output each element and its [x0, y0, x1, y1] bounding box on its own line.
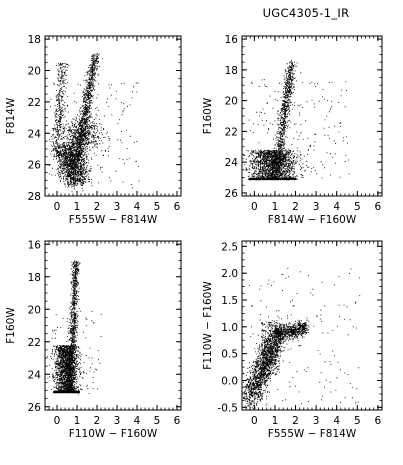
- x-tick-label: 3: [313, 201, 320, 213]
- scatter-points: [242, 267, 361, 410]
- y-tick-label: 2.5: [221, 241, 238, 253]
- y-axis-label: F160W: [202, 97, 214, 134]
- y-tick-label: 1.5: [221, 295, 238, 307]
- y-tick-label: 16: [28, 239, 42, 251]
- y-tick-label: 20: [225, 96, 238, 108]
- x-tick-label: 2: [292, 201, 299, 213]
- chart-panel-3: 0 1 2 3 4 5 6 16 18 20 22 24 26 F110W − F160W F160W: [5, 239, 182, 440]
- x-tick-label: 5: [154, 201, 161, 213]
- y-tick-label: 0.0: [221, 375, 238, 387]
- x-tick-label: 1: [272, 201, 279, 213]
- x-tick-label: 4: [333, 201, 340, 213]
- x-tick-label: 2: [292, 415, 299, 427]
- x-tick-label: 1: [74, 201, 81, 213]
- y-tick-label: 22: [28, 97, 41, 109]
- x-tick-label: 5: [154, 415, 161, 427]
- y-tick-label: 1.0: [221, 322, 238, 334]
- y-tick-label: 26: [225, 188, 239, 200]
- x-tick-label: 4: [134, 415, 141, 427]
- x-tick-label: 6: [174, 415, 181, 427]
- x-tick-label: 1: [272, 415, 279, 427]
- x-tick-label: 4: [134, 201, 141, 213]
- y-tick-label: 26: [28, 160, 42, 172]
- x-axis-label: F814W − F160W: [268, 214, 357, 226]
- y-tick-label: 24: [28, 128, 42, 140]
- x-axis-label: F110W − F160W: [69, 428, 158, 440]
- x-tick-label: 3: [114, 201, 121, 213]
- x-tick-label: 6: [375, 415, 382, 427]
- y-axis-label: F814W: [5, 97, 17, 134]
- y-tick-label: 18: [28, 34, 41, 46]
- y-axis-label: F110W − F160W: [202, 281, 214, 370]
- figure-title: UGC4305-1_IR: [262, 6, 350, 20]
- point-cloud: [47, 260, 102, 395]
- scatter-points: [47, 260, 102, 395]
- chart-panel-4: 0 1 2 3 4 5 6 -0.5 0.0 0.5 1.0 1.5 2.0 2.5 F555W − F81…: [202, 240, 383, 440]
- y-tick-label: 18: [28, 272, 41, 284]
- y-tick-label: 16: [225, 34, 239, 46]
- x-tick-label: 2: [94, 201, 101, 213]
- x-tick-label: 0: [251, 201, 258, 213]
- x-tick-label: 0: [54, 415, 61, 427]
- point-cloud: [242, 60, 350, 181]
- y-axis-label: F160W: [5, 307, 17, 344]
- x-tick-label: 2: [94, 415, 101, 427]
- y-tick-label: 18: [225, 65, 238, 77]
- y-tick-label: 26: [28, 402, 42, 414]
- x-tick-label: 5: [354, 201, 361, 213]
- y-tick-label: 20: [28, 66, 41, 78]
- x-tick-label: 0: [54, 201, 61, 213]
- y-tick-label: 22: [225, 126, 238, 138]
- point-cloud: [48, 52, 140, 193]
- x-tick-label: 6: [174, 201, 181, 213]
- scatter-points: [242, 60, 350, 181]
- y-tick-label: -0.5: [218, 402, 239, 414]
- chart-panel-1: 0 1 2 3 4 5 6 18 20 22 24 26 28 F555W − F814W F814W: [5, 34, 182, 226]
- scatter-points: [48, 52, 140, 193]
- x-tick-label: 5: [354, 415, 361, 427]
- x-tick-label: 3: [313, 415, 320, 427]
- x-axis-label: F555W − F814W: [268, 428, 357, 440]
- x-tick-label: 3: [114, 415, 121, 427]
- y-tick-label: 24: [28, 369, 42, 381]
- x-axis-label: F555W − F814W: [69, 214, 158, 226]
- x-tick-label: 6: [375, 201, 382, 213]
- y-tick-label: 0.5: [221, 349, 238, 361]
- y-tick-label: 28: [28, 191, 41, 203]
- y-tick-label: 24: [225, 157, 239, 169]
- y-tick-label: 20: [28, 304, 41, 316]
- y-tick-label: 22: [28, 337, 41, 349]
- x-tick-label: 1: [74, 415, 81, 427]
- x-tick-label: 4: [333, 415, 340, 427]
- y-tick-label: 2.0: [221, 268, 238, 280]
- chart-panel-2: 0 1 2 3 4 5 6 16 18 20 22 24 26 F814W − F160W F160W: [202, 34, 383, 226]
- x-tick-label: 0: [251, 415, 258, 427]
- point-cloud: [242, 267, 361, 410]
